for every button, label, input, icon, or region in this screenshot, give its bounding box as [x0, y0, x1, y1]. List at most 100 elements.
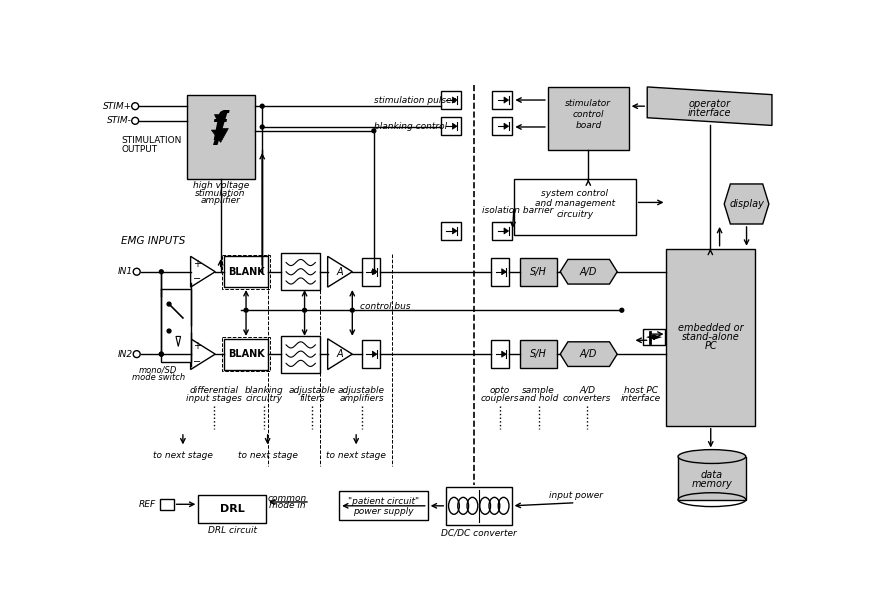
- Text: ◄►: ◄►: [646, 332, 663, 342]
- Text: A/D: A/D: [580, 267, 597, 276]
- Circle shape: [159, 352, 163, 356]
- Bar: [491, 340, 510, 368]
- Text: A: A: [337, 267, 343, 276]
- Bar: [282, 253, 320, 290]
- Text: S/H: S/H: [530, 349, 547, 359]
- Bar: [339, 491, 428, 521]
- Circle shape: [132, 118, 139, 124]
- Text: converters: converters: [563, 393, 611, 403]
- Polygon shape: [504, 123, 509, 129]
- Text: mode switch: mode switch: [132, 373, 184, 382]
- Polygon shape: [504, 228, 509, 234]
- Text: $\mathbf{\mathit{f}}$: $\mathbf{\mathit{f}}$: [210, 110, 231, 148]
- Text: filters: filters: [299, 393, 325, 403]
- Text: interface: interface: [621, 393, 661, 403]
- Text: S/H: S/H: [530, 267, 547, 276]
- Text: input stages: input stages: [185, 393, 241, 403]
- Text: system control: system control: [542, 189, 609, 198]
- Circle shape: [244, 308, 248, 312]
- Text: amplifiers: amplifiers: [339, 393, 384, 403]
- Text: stimulation pulses: stimulation pulses: [374, 96, 456, 105]
- Text: and management: and management: [535, 200, 615, 208]
- Polygon shape: [372, 351, 377, 357]
- Text: sample: sample: [522, 386, 555, 395]
- Circle shape: [303, 308, 307, 312]
- Text: input power: input power: [549, 490, 602, 499]
- Circle shape: [260, 125, 264, 129]
- Circle shape: [132, 103, 139, 110]
- Text: stimulation: stimulation: [195, 189, 246, 198]
- Polygon shape: [453, 228, 457, 234]
- Polygon shape: [191, 256, 216, 287]
- Text: embedded or: embedded or: [678, 323, 744, 333]
- Text: interface: interface: [688, 108, 732, 118]
- Text: isolation barrier: isolation barrier: [482, 206, 553, 214]
- Text: STIM-: STIM-: [107, 116, 132, 125]
- Polygon shape: [453, 123, 457, 129]
- Polygon shape: [724, 184, 769, 224]
- Text: mono/SD: mono/SD: [139, 365, 177, 374]
- Bar: [548, 87, 629, 150]
- Polygon shape: [560, 342, 617, 367]
- Bar: [446, 487, 511, 525]
- Bar: [441, 91, 461, 109]
- Circle shape: [260, 104, 264, 108]
- Bar: [222, 255, 270, 289]
- Text: BLANK: BLANK: [228, 267, 265, 276]
- Text: circuitry: circuitry: [245, 393, 282, 403]
- Bar: [666, 248, 755, 426]
- Text: A: A: [337, 349, 343, 359]
- Text: stimulator: stimulator: [565, 99, 611, 108]
- Text: A/D: A/D: [579, 386, 595, 395]
- Text: circuitry: circuitry: [556, 210, 593, 219]
- Bar: [643, 329, 665, 345]
- Bar: [282, 336, 320, 373]
- Bar: [493, 91, 512, 109]
- Text: to next stage: to next stage: [238, 451, 298, 460]
- Text: blanking control: blanking control: [374, 122, 447, 132]
- Polygon shape: [502, 351, 506, 357]
- Bar: [514, 179, 635, 235]
- Text: IN1: IN1: [118, 267, 133, 276]
- Text: and hold: and hold: [519, 393, 559, 403]
- Bar: [520, 340, 557, 368]
- Circle shape: [168, 329, 171, 333]
- Text: high voltage: high voltage: [192, 181, 249, 190]
- Text: to next stage: to next stage: [326, 451, 386, 460]
- Text: "patient circuit": "patient circuit": [347, 497, 419, 505]
- Text: couplers: couplers: [481, 393, 519, 403]
- Text: data: data: [701, 470, 723, 480]
- Bar: [159, 499, 174, 510]
- Polygon shape: [502, 269, 506, 275]
- Polygon shape: [453, 97, 457, 103]
- Polygon shape: [504, 97, 509, 103]
- Text: −: −: [192, 275, 200, 284]
- Bar: [678, 457, 746, 499]
- Text: common: common: [267, 494, 307, 502]
- Polygon shape: [328, 339, 352, 370]
- Bar: [362, 340, 380, 368]
- Text: amplifier: amplifier: [200, 196, 241, 205]
- Circle shape: [372, 270, 376, 273]
- Circle shape: [372, 129, 376, 133]
- Text: DC/DC converter: DC/DC converter: [441, 528, 517, 537]
- Circle shape: [620, 308, 624, 312]
- Circle shape: [134, 351, 140, 357]
- Text: adjustable: adjustable: [338, 386, 385, 395]
- Bar: [493, 222, 512, 240]
- Text: STIMULATION: STIMULATION: [121, 136, 182, 146]
- Bar: [362, 258, 380, 286]
- Text: BLANK: BLANK: [228, 349, 265, 359]
- Text: OUTPUT: OUTPUT: [121, 145, 158, 154]
- Text: to next stage: to next stage: [153, 451, 213, 460]
- Bar: [493, 117, 512, 135]
- Text: −: −: [192, 357, 200, 367]
- Bar: [520, 258, 557, 286]
- Circle shape: [134, 269, 140, 275]
- Text: differential: differential: [189, 386, 238, 395]
- Text: control bus: control bus: [360, 302, 411, 311]
- Text: IN2: IN2: [118, 350, 133, 359]
- Bar: [222, 337, 270, 371]
- Bar: [441, 222, 461, 240]
- Text: memory: memory: [691, 479, 732, 489]
